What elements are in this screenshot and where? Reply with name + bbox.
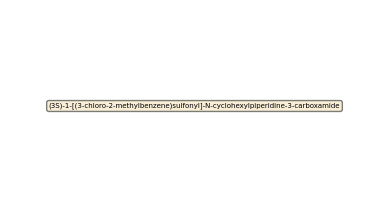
Text: (3S)-1-[(3-chloro-2-methylbenzene)sulfonyl]-N-cyclohexylpiperidine-3-carboxamide: (3S)-1-[(3-chloro-2-methylbenzene)sulfon…: [49, 103, 340, 109]
